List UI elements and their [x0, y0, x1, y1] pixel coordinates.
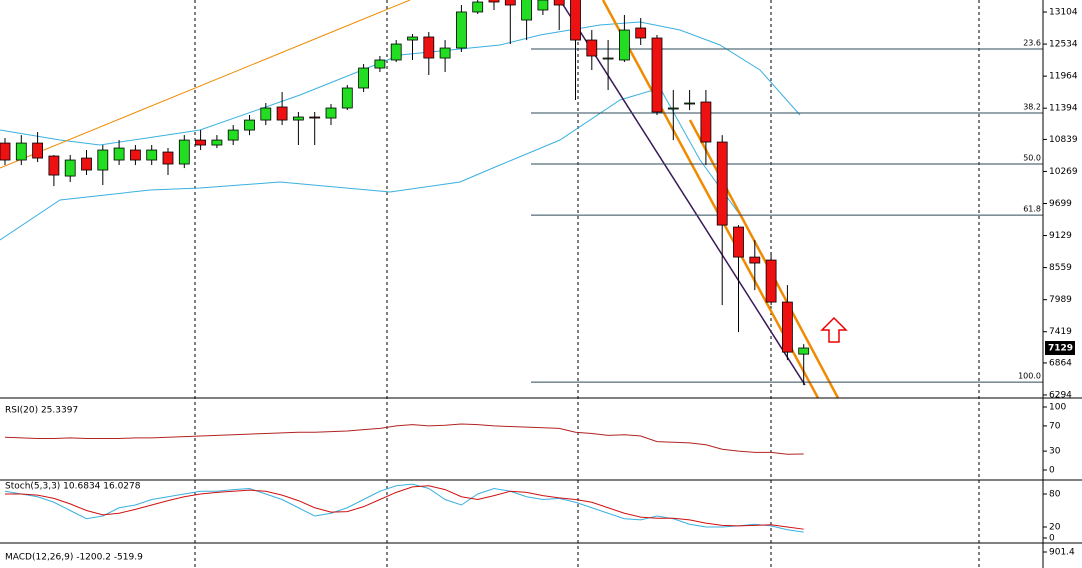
y-tick-label: 70 [1049, 421, 1061, 431]
fib-label: 100.0 [1018, 372, 1041, 381]
y-tick-label: 7989 [1049, 295, 1072, 305]
indicator-line [5, 485, 804, 530]
candle-body [798, 347, 810, 355]
candle-body [48, 155, 60, 176]
y-tick-label: 901.4 [1049, 548, 1075, 558]
trend-line [559, 0, 806, 386]
candle-body [146, 149, 158, 161]
candle-body [537, 0, 549, 11]
candle-body [64, 159, 76, 177]
candle-body [407, 36, 418, 41]
y-tick-label: 30 [1049, 447, 1061, 457]
candle-body [455, 11, 467, 49]
price-panel [0, 0, 1043, 386]
candle-body [227, 129, 239, 141]
candle-body [602, 57, 614, 60]
candle-body [570, 0, 581, 41]
band-upper [0, 21, 801, 146]
candle-body [488, 0, 500, 3]
candle-body [684, 102, 695, 105]
candle-body [374, 59, 386, 69]
candle-body [244, 119, 255, 131]
candle-body [472, 1, 484, 13]
y-tick-label: 10839 [1049, 135, 1078, 145]
y-tick-label: 11964 [1049, 72, 1078, 82]
candle-body [749, 256, 761, 264]
fib-label: 61.8 [1023, 205, 1041, 214]
indicator-line [4, 423, 804, 455]
candle-body [81, 157, 92, 171]
candle-body [276, 106, 288, 121]
panel-title: RSI(20) 25.3397 [5, 406, 78, 416]
fib-label: 50.0 [1023, 154, 1041, 163]
channel-line [688, 119, 840, 398]
y-tick-label: 8559 [1049, 263, 1072, 273]
candle-body [423, 36, 435, 59]
candle-body [553, 0, 565, 6]
candle-body [667, 107, 679, 110]
y-tick-label: 11394 [1049, 104, 1078, 114]
y-tick-label: 100 [1049, 403, 1066, 413]
candle-body [178, 139, 190, 165]
y-tick-label: 7419 [1049, 327, 1072, 337]
y-tick-label: 9129 [1049, 231, 1072, 241]
candle-body [733, 226, 744, 258]
y-tick-label: 80 [1049, 490, 1061, 500]
candle-body [309, 116, 321, 119]
candle-body [211, 139, 223, 146]
candle-body [162, 151, 174, 165]
candle-body [521, 0, 532, 21]
candle-body [390, 43, 402, 61]
candle-body [504, 0, 516, 6]
y-tick-label: 0 [1049, 534, 1055, 544]
candle-body [439, 47, 451, 59]
candle-body [113, 147, 125, 161]
candle-body [651, 37, 663, 113]
candle-body [619, 29, 630, 61]
panel-title: MACD(12,26,9) -1200.2 -519.9 [5, 553, 143, 563]
fib-label: 38.2 [1023, 103, 1041, 112]
fib-label: 23.6 [1023, 39, 1041, 48]
trend-line [0, 0, 411, 169]
y-tick-label: 9699 [1049, 199, 1072, 209]
arrow-icon [820, 316, 848, 343]
candle-body [0, 142, 11, 161]
candle-body [260, 107, 272, 121]
candle-body [341, 87, 353, 109]
candle-body [586, 39, 598, 57]
candle-body [635, 27, 647, 39]
candle-body [700, 101, 712, 143]
candle-body [325, 107, 337, 119]
candle-body [97, 149, 109, 171]
y-tick-label: 12534 [1049, 40, 1078, 50]
price-marker [1045, 341, 1075, 356]
candle-body [782, 301, 793, 353]
candle-body [358, 67, 370, 89]
candle-body [292, 116, 304, 121]
y-tick-label: 13104 [1049, 8, 1078, 18]
candle-body [716, 141, 728, 226]
y-tick-label: 6864 [1049, 358, 1072, 368]
candle-body [32, 142, 43, 159]
candle-body [15, 142, 27, 161]
candle-body [765, 259, 777, 303]
candle-body [129, 149, 141, 161]
y-tick-label: 10269 [1049, 167, 1078, 177]
y-tick-label: 0 [1049, 466, 1055, 476]
y-tick-label: 6294 [1049, 390, 1072, 400]
panel-title: Stoch(5,3,3) 10.6834 16.0278 [5, 482, 141, 492]
y-tick-label: 20 [1049, 523, 1061, 533]
current-price: 7129 [1048, 344, 1073, 354]
candle-body [195, 139, 207, 146]
